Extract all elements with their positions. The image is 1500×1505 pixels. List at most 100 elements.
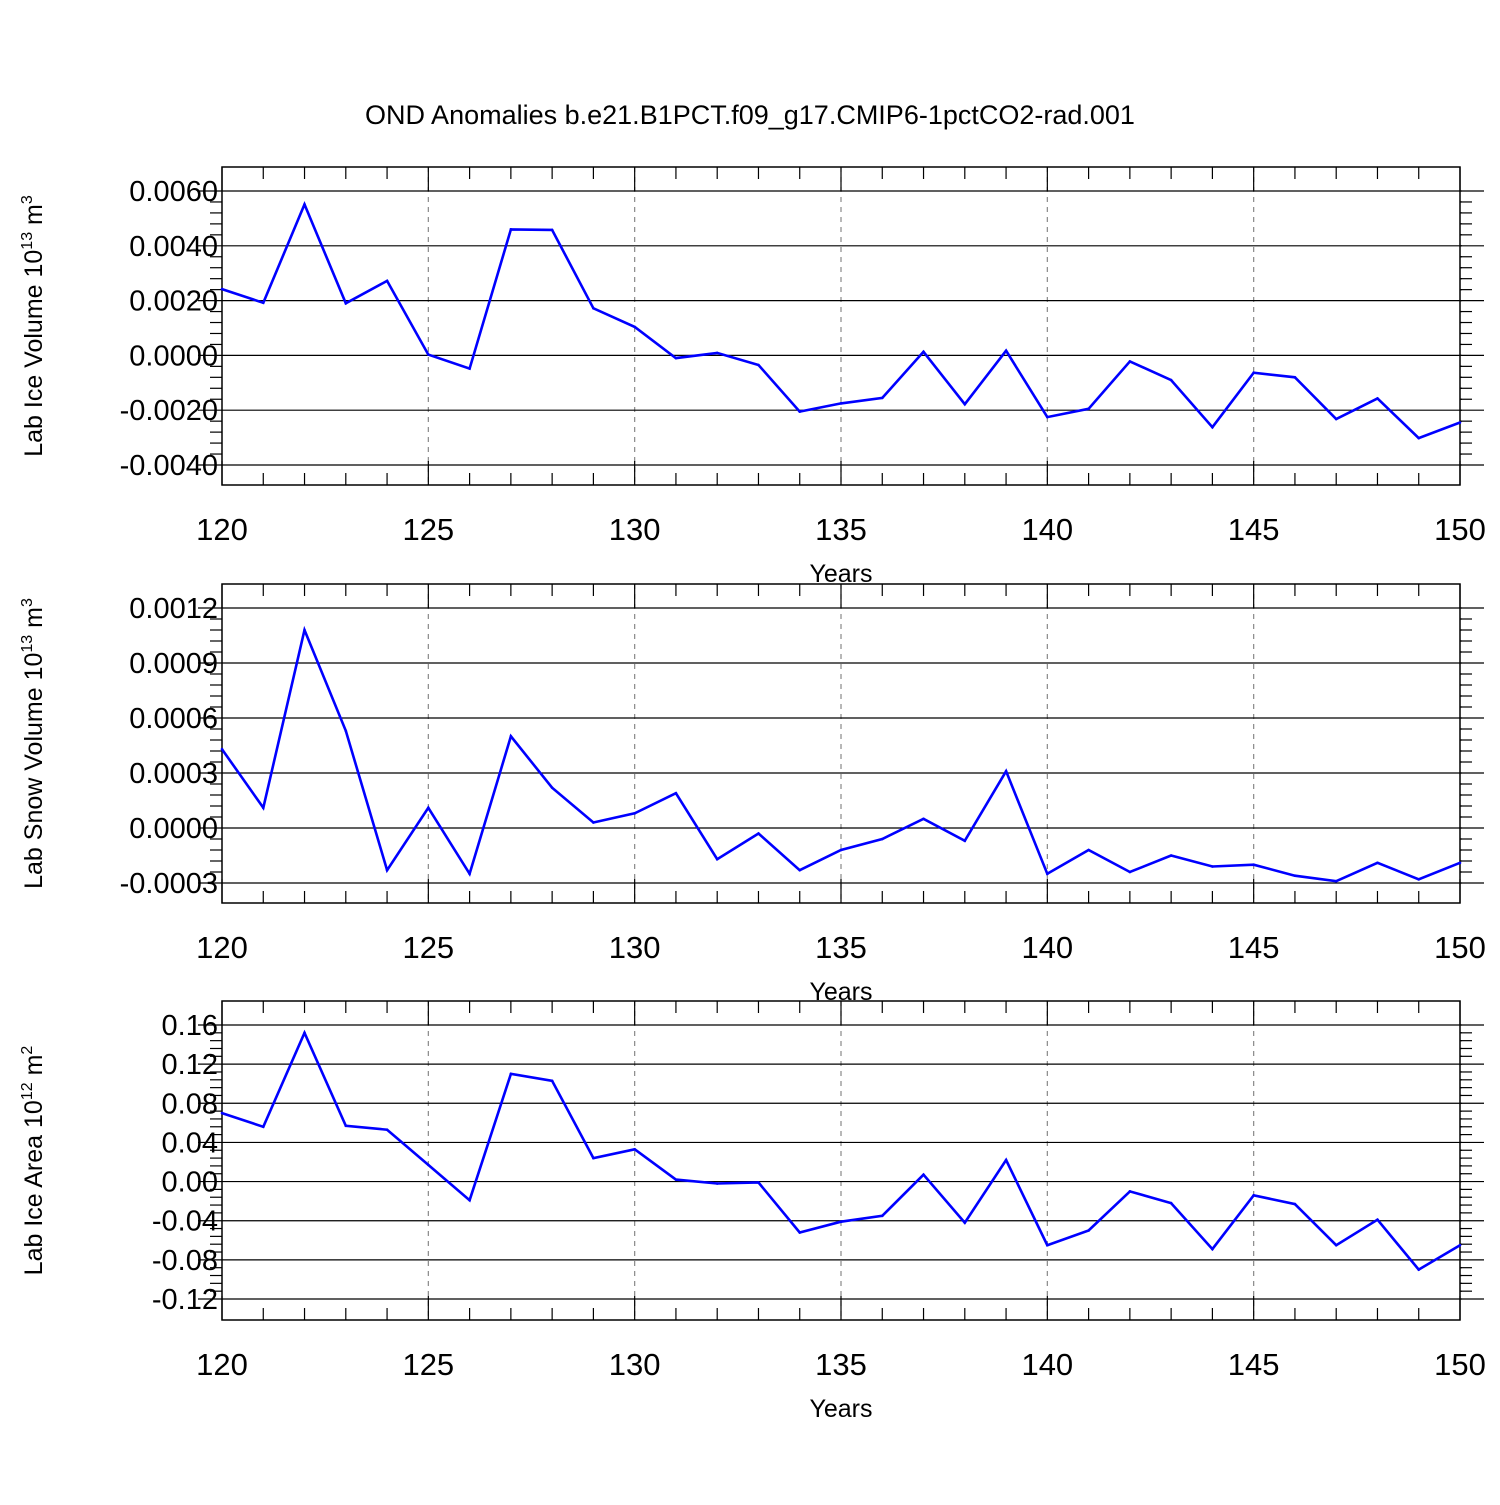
y-tick-label: 0.0012 bbox=[129, 593, 218, 625]
x-tick-label: 125 bbox=[402, 1347, 454, 1382]
x-tick-label: 140 bbox=[1021, 930, 1073, 965]
data-point bbox=[1004, 769, 1008, 773]
x-tick-label: 120 bbox=[196, 512, 248, 547]
data-point bbox=[1004, 1158, 1008, 1162]
chart-panel-1: 0.0060 0.0040 0.0020 0.0000 -0.0020 -0.0040 12… bbox=[19, 166, 1486, 588]
data-point bbox=[963, 1221, 967, 1224]
y-tick-label: 0.08 bbox=[162, 1088, 218, 1120]
data-point bbox=[592, 821, 595, 824]
y-tick-label: 0.0009 bbox=[129, 648, 218, 680]
data-point bbox=[880, 837, 884, 841]
data-point bbox=[1046, 1243, 1049, 1247]
data-point bbox=[1376, 861, 1379, 865]
data-point bbox=[1087, 1229, 1090, 1232]
chart-panel-2: 0.0012 0.0009 0.0006 0.0003 0.0000 -0.0003 120… bbox=[19, 583, 1486, 1006]
data-point bbox=[550, 1079, 554, 1083]
data-point bbox=[880, 396, 884, 400]
data-point bbox=[220, 287, 224, 291]
y-tick-label: 0.0000 bbox=[129, 813, 218, 845]
data-point bbox=[1458, 421, 1462, 424]
data-point bbox=[1004, 349, 1008, 353]
data-point bbox=[509, 1072, 513, 1076]
data-point bbox=[922, 817, 925, 821]
x-tick-label: 140 bbox=[1021, 1347, 1073, 1382]
data-point bbox=[1417, 436, 1421, 440]
data-point bbox=[1334, 417, 1338, 421]
data-point bbox=[303, 628, 306, 632]
data-point bbox=[1211, 865, 1214, 868]
x-tick-label: 145 bbox=[1228, 512, 1280, 547]
y-axis-label-text: Lab Ice Volume 10 bbox=[20, 250, 48, 457]
y-tick-label: 0.0003 bbox=[129, 758, 218, 790]
plot-frame bbox=[221, 166, 1461, 486]
data-point bbox=[344, 302, 348, 305]
data-point bbox=[1211, 425, 1214, 429]
data-point bbox=[1334, 879, 1338, 883]
y-axis-label-text: m bbox=[20, 1055, 48, 1083]
data-point bbox=[922, 350, 925, 354]
data-point bbox=[674, 356, 678, 360]
data-point bbox=[1293, 376, 1297, 379]
data-point bbox=[839, 848, 843, 852]
x-tick-label: 150 bbox=[1434, 1347, 1486, 1382]
data-point bbox=[385, 1128, 389, 1132]
y-tick-label: -0.04 bbox=[152, 1206, 218, 1238]
data-point bbox=[1252, 863, 1255, 866]
data-point bbox=[1252, 1193, 1255, 1197]
data-point bbox=[798, 868, 802, 872]
data-point bbox=[1252, 371, 1255, 374]
y-tick-label: 0.12 bbox=[162, 1049, 218, 1081]
x-tick-label: 135 bbox=[815, 1347, 867, 1382]
data-point bbox=[220, 1111, 224, 1115]
y-tick-label: 0.0000 bbox=[129, 340, 218, 372]
x-tick-label: 130 bbox=[609, 1347, 661, 1382]
data-point bbox=[1417, 1268, 1421, 1271]
data-point bbox=[1458, 861, 1462, 865]
data-point bbox=[303, 1031, 306, 1035]
x-tick-label: 125 bbox=[402, 512, 454, 547]
data-point bbox=[509, 735, 513, 738]
y-axis-label: Lab Snow Volume 1013 m3 bbox=[19, 598, 48, 889]
data-point bbox=[261, 301, 265, 305]
data-point bbox=[592, 306, 595, 310]
data-point bbox=[385, 868, 389, 872]
y-tick-label: -0.08 bbox=[152, 1245, 218, 1277]
data-point bbox=[468, 367, 471, 370]
data-point bbox=[1128, 870, 1132, 874]
y-tick-label: 0.0020 bbox=[129, 286, 218, 318]
data-point bbox=[1046, 872, 1049, 876]
y-axis-label-superscript: 3 bbox=[19, 598, 36, 607]
x-tick-label: 135 bbox=[815, 930, 867, 965]
data-point bbox=[1087, 407, 1090, 411]
data-point bbox=[674, 791, 678, 795]
data-point bbox=[1046, 415, 1049, 419]
data-point bbox=[633, 1147, 636, 1151]
data-point bbox=[633, 812, 636, 815]
y-axis-label-superscript: 2 bbox=[19, 1046, 36, 1055]
x-tick-label: 150 bbox=[1434, 512, 1486, 547]
x-tick-label: 140 bbox=[1021, 512, 1073, 547]
x-tick-label: 135 bbox=[815, 512, 867, 547]
data-point bbox=[1211, 1247, 1214, 1251]
y-axis-label-superscript: 13 bbox=[19, 232, 36, 250]
data-point bbox=[757, 832, 760, 835]
data-point bbox=[1128, 1190, 1132, 1193]
data-point bbox=[839, 1220, 843, 1223]
x-tick-label: 120 bbox=[196, 930, 248, 965]
chart-panel-3: 0.16 0.12 0.08 0.04 0.00 -0.04 -0.08 -0.12 120 12… bbox=[19, 1000, 1486, 1423]
x-tick-label: 120 bbox=[196, 1347, 248, 1382]
data-point bbox=[344, 1124, 348, 1128]
y-axis-label-superscript: 3 bbox=[19, 195, 36, 204]
data-point bbox=[1458, 1243, 1462, 1247]
data-point bbox=[757, 363, 760, 367]
data-point bbox=[1376, 397, 1379, 400]
data-point bbox=[798, 410, 802, 413]
y-axis-label-text: Lab Ice Area 10 bbox=[20, 1100, 48, 1275]
data-point bbox=[1169, 1201, 1173, 1205]
data-point bbox=[715, 351, 719, 355]
data-point bbox=[1169, 378, 1173, 382]
data-point bbox=[550, 228, 554, 232]
data-point bbox=[550, 786, 554, 789]
